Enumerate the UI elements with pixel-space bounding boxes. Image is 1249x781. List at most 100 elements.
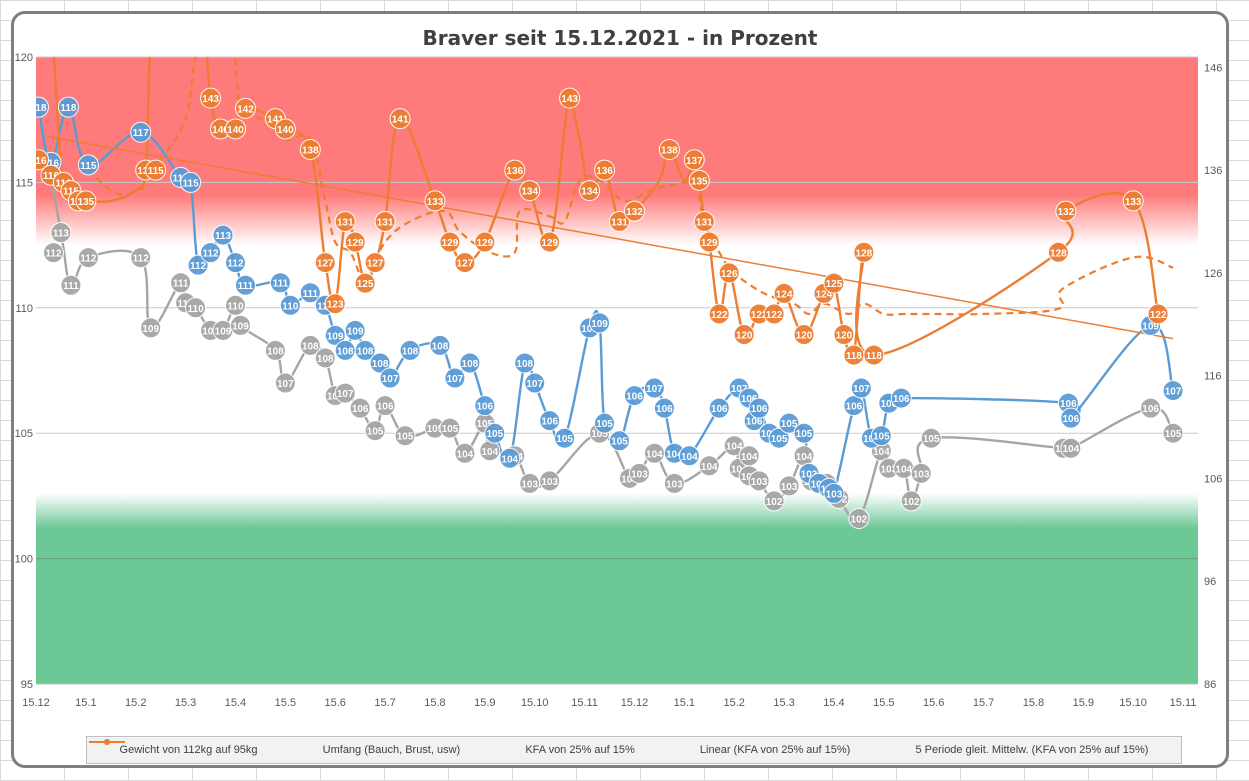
data-point: 109 (589, 312, 611, 334)
x-tick-label: 15.1 (75, 697, 96, 709)
x-tick-label: 15.7 (973, 697, 994, 709)
data-label: 129 (476, 238, 493, 249)
y-right-tick-label: 116 (1204, 371, 1222, 383)
data-point: 103 (519, 472, 541, 494)
data-point-marker (57, 96, 79, 118)
data-point: 108 (399, 339, 421, 361)
data-label: 111 (173, 279, 189, 290)
data-label: 106 (711, 404, 728, 415)
data-point: 131 (608, 210, 630, 232)
data-label: 106 (741, 394, 758, 405)
data-label: 112 (202, 249, 219, 260)
plot-svg: 95 100 105 110 115 120 86 96 106 116 126 136 146 15.1… (15, 52, 1223, 709)
legend-item-linear[interactable]: Linear (KFA von 25% auf 15%) (89, 741, 850, 756)
data-point-marker (77, 247, 99, 269)
data-point: 116 (36, 149, 49, 171)
data-point: 111 (299, 282, 321, 304)
data-point: 104 (893, 457, 915, 479)
data-label: 136 (596, 166, 613, 177)
data-point-marker (369, 352, 391, 374)
data-point-marker (698, 231, 720, 253)
data-label: 105 (596, 419, 613, 430)
data-label: 118 (846, 351, 863, 362)
data-point: 131 (374, 210, 396, 232)
data-point: 108 (334, 339, 356, 361)
data-label: 109 (142, 324, 159, 335)
chart-area[interactable]: Braver seit 15.12.2021 - in Prozent 95 10… (11, 11, 1229, 768)
data-point: 104 (499, 447, 521, 469)
data-point: 135 (688, 169, 710, 191)
data-point-marker (36, 96, 49, 118)
data-point: 105 (394, 425, 416, 447)
data-label: 118 (60, 103, 77, 114)
data-point-marker (708, 303, 730, 325)
data-point-marker (900, 490, 922, 512)
data-point: 105 (484, 422, 506, 444)
data-label: 124 (816, 289, 833, 300)
data-label: 107 (382, 374, 399, 385)
data-point-marker (1147, 303, 1169, 325)
data-point: 106 (349, 397, 371, 419)
legend-item-gewicht[interactable]: Gewicht von 112kg auf 95kg (89, 739, 258, 756)
data-point-marker (748, 470, 770, 492)
data-point-marker (1060, 437, 1082, 459)
data-label: 102 (851, 514, 868, 525)
data-point: 106 (474, 395, 496, 417)
data-point: 102 (848, 507, 870, 529)
x-tick-label: 15.4 (823, 697, 844, 709)
data-point: 129 (539, 231, 561, 253)
data-point-marker (589, 312, 611, 334)
data-point-marker (299, 282, 321, 304)
data-point-marker (140, 317, 162, 339)
data-point-marker (314, 252, 336, 274)
legend-item-kfa[interactable]: KFA von 25% auf 15% (89, 739, 635, 756)
data-label: 108 (357, 346, 374, 357)
data-point-marker (524, 372, 546, 394)
data-point: 109 (229, 314, 251, 336)
data-point-marker (623, 385, 645, 407)
data-point: 109 (344, 319, 366, 341)
data-point: 133 (1122, 190, 1144, 212)
data-point: 127 (454, 252, 476, 274)
data-point-marker (688, 169, 710, 191)
data-point-marker (269, 272, 291, 294)
legend-label-umfang: Umfang (Bauch, Brust, usw) (322, 744, 461, 756)
data-point-marker (768, 427, 790, 449)
data-point: 115 (145, 159, 167, 181)
data-label: 120 (836, 331, 853, 342)
data-point-marker (843, 395, 865, 417)
data-point-marker (212, 224, 234, 246)
data-point: 103 (663, 472, 685, 494)
legend-item-moving-average[interactable]: 5 Periode gleit. Mittelw. (KFA von 25% a… (89, 741, 1148, 756)
data-label: 112 (133, 254, 150, 265)
data-point-marker (1162, 380, 1184, 402)
data-point-marker (484, 422, 506, 444)
series-3-trendline (45, 135, 1174, 340)
data-point: 104 (738, 445, 760, 467)
data-label: 143 (561, 94, 578, 105)
data-point-marker (349, 397, 371, 419)
data-point-marker (50, 222, 72, 244)
data-label: 104 (726, 442, 743, 453)
data-point-marker (848, 507, 870, 529)
data-point-marker (274, 372, 296, 394)
y-left-tick-label: 95 (21, 679, 33, 691)
data-point-marker (324, 324, 346, 346)
data-point: 128 (1047, 241, 1069, 263)
data-label: 122 (1150, 310, 1167, 321)
data-label: 134 (581, 187, 598, 198)
data-point: 122 (763, 303, 785, 325)
data-point-marker (224, 294, 246, 316)
legend-item-umfang[interactable]: Umfang (Bauch, Brust, usw) (89, 739, 461, 756)
data-label: 110 (227, 301, 244, 312)
data-point: 127 (314, 252, 336, 274)
data-label: 103 (541, 477, 558, 488)
data-label: 107 (526, 379, 543, 390)
data-label: 106 (846, 402, 863, 413)
data-point-marker (130, 247, 152, 269)
data-point: 106 (623, 385, 645, 407)
data-point-marker (474, 231, 496, 253)
data-label: 107 (337, 389, 354, 400)
legend: Gewicht von 112kg auf 95kg Umfang (Bauch… (86, 736, 1182, 764)
data-label: 102 (903, 497, 920, 508)
